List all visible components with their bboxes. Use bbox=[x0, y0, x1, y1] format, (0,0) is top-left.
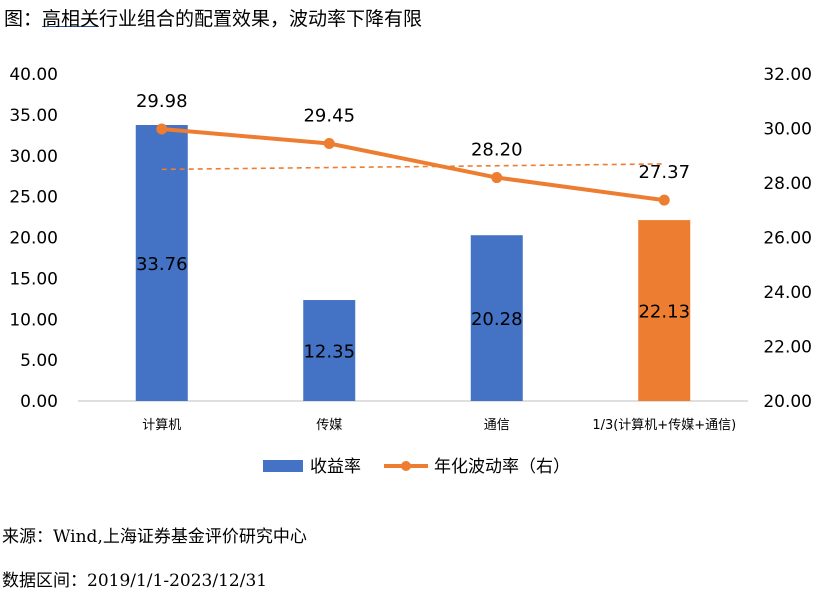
x-axis-category-label: 通信 bbox=[484, 418, 510, 433]
title-rest: 行业组合的配置效果，波动率下降有限 bbox=[99, 8, 423, 30]
line-series bbox=[159, 127, 667, 203]
right-axis-tick-label: 30.00 bbox=[763, 120, 812, 140]
bar-data-label: 33.76 bbox=[136, 254, 188, 275]
bar-data-label: 22.13 bbox=[638, 302, 690, 323]
right-axis-tick-label: 26.00 bbox=[763, 229, 812, 249]
line-point bbox=[156, 123, 168, 135]
right-axis-tick-label: 22.00 bbox=[763, 338, 812, 358]
left-axis-tick-label: 40.00 bbox=[9, 65, 58, 85]
legend-line-marker bbox=[401, 461, 411, 471]
line-point bbox=[323, 137, 335, 149]
trendline bbox=[161, 163, 665, 171]
line-data-label: 29.45 bbox=[303, 105, 355, 126]
chart-title: 图：高相关行业组合的配置效果，波动率下降有限 bbox=[4, 4, 422, 31]
right-axis-tick-label: 32.00 bbox=[763, 65, 812, 85]
title-highlight: 高相关 bbox=[42, 8, 100, 30]
bar bbox=[470, 235, 523, 401]
date-range-note: 数据区间：2019/1/1-2023/12/31 bbox=[2, 571, 268, 591]
combo-chart: 0.00 5.00 10.00 15.00 20.00 25.00 30.00 35.00 40… bbox=[9, 65, 812, 477]
right-axis-tick-label: 28.00 bbox=[763, 174, 812, 194]
legend-line-label: 年化波动率（右） bbox=[434, 457, 570, 477]
bar-data-label: 12.35 bbox=[303, 342, 355, 363]
legend-bar-swatch bbox=[263, 460, 303, 472]
x-axis-category-label: 计算机 bbox=[142, 418, 181, 433]
line-point bbox=[658, 194, 670, 206]
left-axis-tick-label: 25.00 bbox=[9, 188, 58, 208]
line-data-label: 28.20 bbox=[471, 140, 523, 161]
source-note: 来源：Wind,上海证券基金评价研究中心 bbox=[2, 527, 307, 547]
left-axis-tick-label: 5.00 bbox=[20, 351, 58, 371]
bar-data-label: 20.28 bbox=[471, 309, 523, 330]
left-axis-tick-label: 15.00 bbox=[9, 269, 58, 289]
left-axis-tick-label: 20.00 bbox=[9, 229, 58, 249]
right-axis-tick-label: 24.00 bbox=[763, 283, 812, 303]
line-data-label: 27.37 bbox=[638, 162, 690, 183]
line-point bbox=[491, 172, 503, 184]
right-axis-tick-label: 20.00 bbox=[763, 392, 812, 412]
line-data-label: 29.98 bbox=[136, 91, 188, 112]
left-axis-tick-label: 10.00 bbox=[9, 310, 58, 330]
bar bbox=[135, 125, 188, 402]
left-axis-tick-label: 30.00 bbox=[9, 147, 58, 167]
x-axis-category-label: 传媒 bbox=[316, 418, 342, 433]
title-prefix: 图： bbox=[4, 8, 43, 30]
left-axis-tick-label: 35.00 bbox=[9, 106, 58, 126]
legend-bar-label: 收益率 bbox=[310, 457, 361, 477]
bar bbox=[303, 300, 356, 401]
left-axis-tick-label: 0.00 bbox=[20, 392, 58, 412]
bar bbox=[638, 220, 691, 401]
x-axis-category-label: 1/3(计算机+传媒+通信) bbox=[592, 418, 736, 433]
